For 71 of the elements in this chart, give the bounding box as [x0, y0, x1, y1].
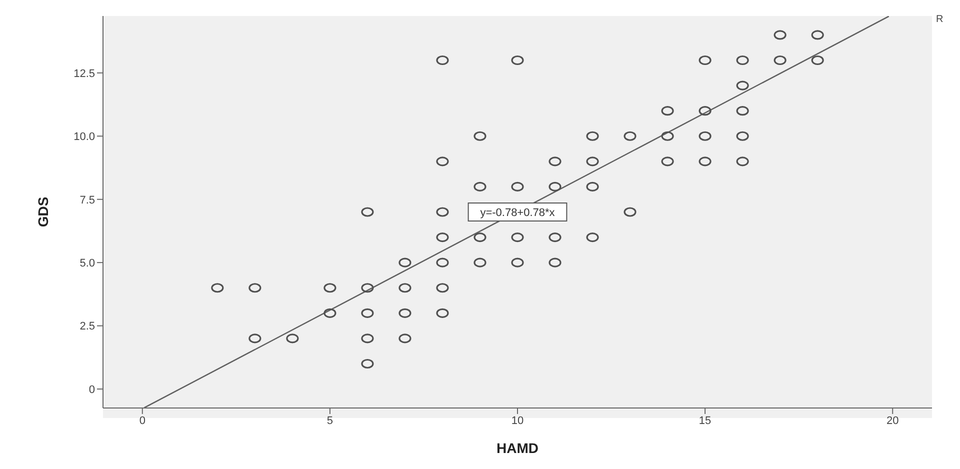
- x-tick-label: 10: [511, 414, 524, 427]
- point: [811, 55, 824, 66]
- point: [361, 358, 374, 369]
- point: [661, 106, 674, 116]
- y-tick-label: 0: [88, 384, 95, 396]
- point: [474, 182, 486, 192]
- x-tick-label: 5: [326, 414, 334, 427]
- point: [436, 283, 449, 293]
- point: [211, 283, 224, 293]
- point: [511, 232, 524, 242]
- point: [548, 258, 562, 268]
- point: [436, 207, 449, 217]
- text: R: [936, 14, 944, 25]
- y-tick-label: 2.5: [80, 320, 95, 333]
- point: [398, 283, 412, 293]
- point: [436, 258, 449, 268]
- point: [586, 131, 599, 141]
- point: [698, 106, 712, 116]
- point: [248, 334, 262, 344]
- point: [436, 232, 449, 242]
- point: [811, 30, 824, 40]
- x-axis-title: HAMD: [496, 440, 538, 456]
- y-axis-title: GDS: [34, 196, 51, 228]
- point: [398, 334, 412, 344]
- x-tick-label: 20: [886, 414, 899, 427]
- point: [324, 283, 336, 293]
- point: [736, 106, 749, 116]
- point: [624, 207, 636, 217]
- point: [511, 258, 524, 268]
- point: [474, 131, 486, 141]
- point: [661, 156, 674, 166]
- point: [736, 156, 749, 166]
- y-tick-label: 12.5: [74, 68, 95, 80]
- point: [548, 182, 562, 192]
- y-tick-label: 5.0: [80, 257, 95, 270]
- point: [436, 308, 449, 318]
- point: [774, 55, 786, 66]
- point: [624, 131, 636, 141]
- point: [586, 232, 599, 242]
- x-tick-label: 15: [698, 414, 712, 427]
- point: [474, 258, 486, 268]
- annotation: y=-0.78+0.78*x: [480, 207, 556, 219]
- point: [698, 131, 712, 141]
- point: [736, 131, 749, 141]
- point: [436, 55, 449, 66]
- point: [698, 156, 712, 166]
- point: [774, 30, 786, 40]
- point: [698, 55, 712, 66]
- point: [586, 182, 599, 192]
- point: [586, 156, 599, 166]
- point: [511, 55, 524, 66]
- x-tick-label: 0: [139, 414, 146, 427]
- point: [511, 182, 524, 192]
- y-tick-label: 7.5: [80, 194, 95, 206]
- point: [398, 258, 412, 268]
- point: [324, 308, 336, 318]
- point: [436, 156, 449, 166]
- y-tick-label: 10.0: [74, 131, 95, 144]
- point: [736, 55, 749, 66]
- point: [474, 232, 486, 242]
- point: [286, 334, 299, 344]
- point: [736, 80, 749, 90]
- point: [361, 308, 374, 318]
- point: [361, 334, 374, 344]
- point: [248, 283, 262, 293]
- point: [548, 156, 562, 166]
- point: [361, 207, 374, 217]
- point: [398, 308, 412, 318]
- point: [361, 283, 374, 293]
- point: [548, 232, 562, 242]
- point: [661, 131, 674, 141]
